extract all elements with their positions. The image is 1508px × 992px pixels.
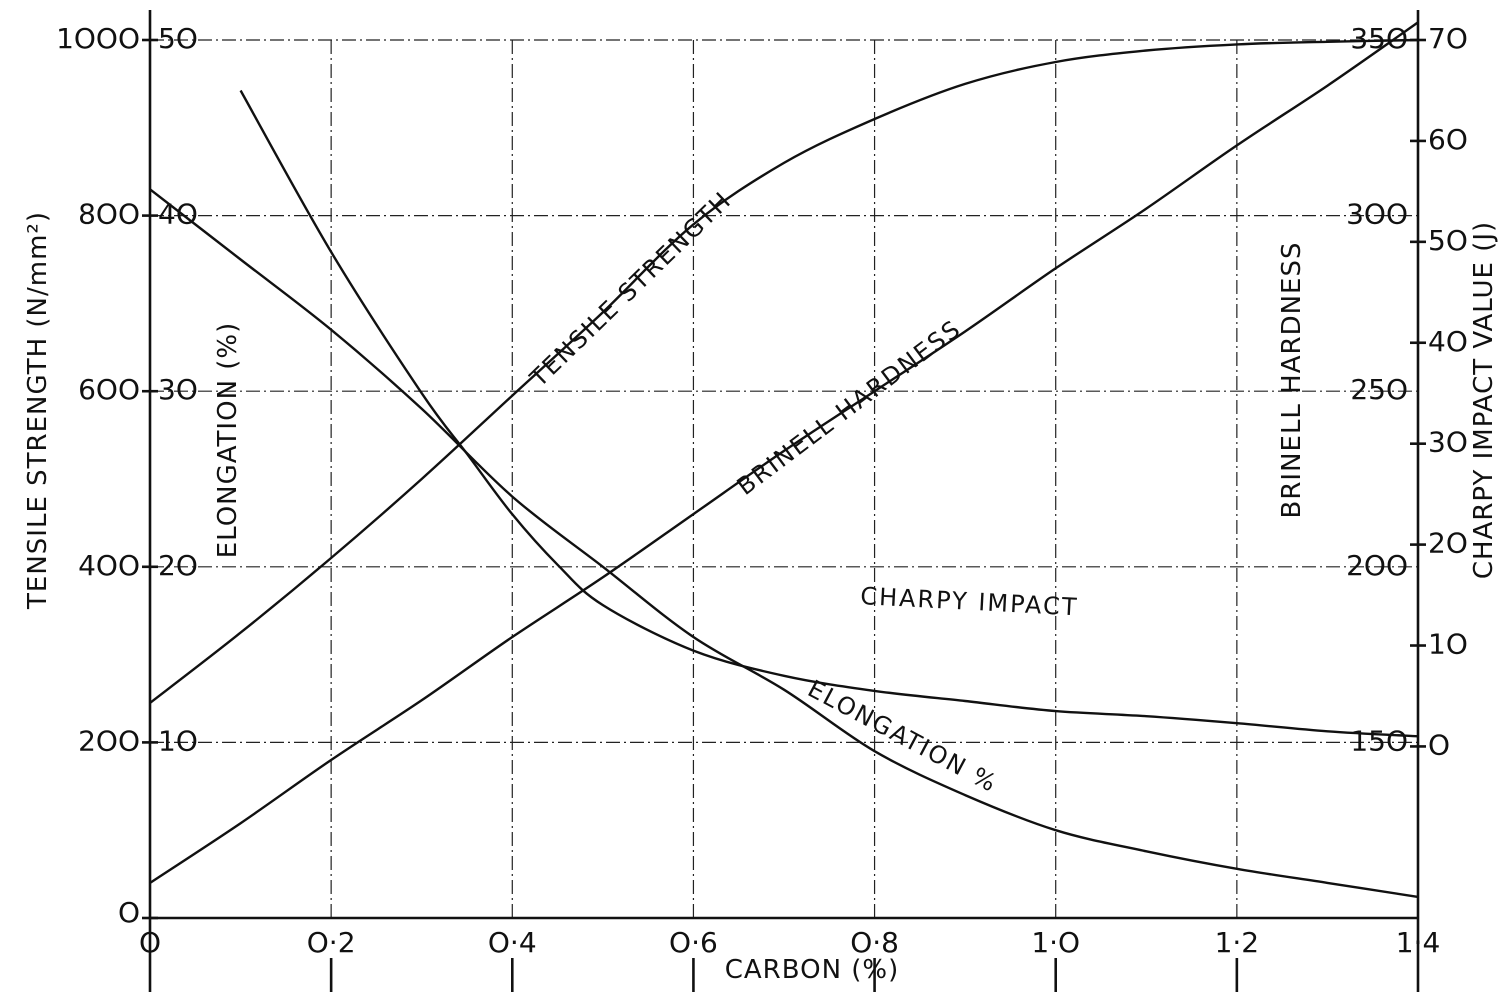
y-tick-label-charpy: 5O: [1428, 224, 1468, 257]
x-tick-label: O·4: [488, 926, 537, 959]
x-tick-label: O·2: [307, 926, 356, 959]
y-tick-label-brinell: 3OO: [1346, 198, 1408, 231]
grid-lines: [150, 39, 1418, 918]
y-tick-label-elongation: 3O: [158, 373, 198, 406]
x-tick-label: O·8: [850, 926, 899, 959]
series-line-charpy-impact: [239, 89, 1419, 738]
x-tick-label: 1·2: [1215, 926, 1260, 959]
annotation-tensile-strength: TENSILE STRENGTH: [524, 186, 737, 393]
annotation-brinell-hardness: BRINELL HARDNESS: [732, 314, 967, 501]
y-tick-label-tensile: 8OO: [78, 198, 140, 231]
y-axis-title-charpy: CHARPY IMPACT VALUE (J): [1469, 221, 1499, 579]
y-tick-label-elongation: 5O: [158, 22, 198, 55]
y-tick-label-tensile: O: [118, 896, 140, 929]
x-tick-label: O: [139, 926, 161, 959]
y-tick-label-charpy: 3O: [1428, 426, 1468, 459]
series-line-tensile-strength: [149, 38, 1419, 704]
y-tick-label-tensile: 6OO: [78, 373, 140, 406]
x-tick-label: 1·4: [1396, 926, 1441, 959]
tick-labels: O O·2 O·4 O·6 O·8 1·O 1·2 1·4O2OO4OO6OO8OO1OOO1…: [56, 22, 1468, 959]
y-axis-title-elongation: ELONGATION (%): [213, 322, 243, 559]
x-tick-label: 1·O: [1031, 926, 1080, 959]
y-axis-title-brinell: BRINELL HARDNESS: [1277, 242, 1307, 519]
y-tick-label-charpy: 4O: [1428, 325, 1468, 358]
annotation-charpy-impact: CHARPY IMPACT: [860, 582, 1079, 621]
y-tick-label-brinell: 2OO: [1346, 549, 1408, 582]
x-axis-title: CARBON (%): [725, 955, 900, 985]
series-line-brinell-hardness: [149, 21, 1419, 884]
y-tick-label-brinell: 15O: [1350, 724, 1408, 757]
y-tick-label-charpy: 1O: [1428, 628, 1468, 661]
series-line-elongation: [149, 188, 1419, 899]
y-tick-label-tensile: 2OO: [78, 724, 140, 757]
axes: [142, 10, 1426, 992]
y-tick-label-brinell: 25O: [1350, 373, 1408, 406]
y-tick-label-elongation: 4O: [158, 198, 198, 231]
x-tick-label: O·6: [669, 926, 718, 959]
y-tick-label-charpy: 2O: [1428, 527, 1468, 560]
y-axis-title-tensile: TENSILE STRENGTH (N/mm²): [23, 211, 53, 610]
y-tick-label-elongation: 1O: [158, 724, 198, 757]
y-tick-label-charpy: O: [1428, 728, 1450, 761]
series-curves: [149, 21, 1419, 899]
y-tick-label-tensile: 1OOO: [56, 22, 140, 55]
y-tick-label-elongation: 2O: [158, 549, 198, 582]
y-tick-label-tensile: 4OO: [78, 549, 140, 582]
annotation-elongation: ELONGATION %: [803, 675, 1002, 799]
y-tick-label-charpy: 6O: [1428, 123, 1468, 156]
y-tick-label-brinell: 35O: [1350, 22, 1408, 55]
y-tick-label-charpy: 7O: [1428, 22, 1468, 55]
